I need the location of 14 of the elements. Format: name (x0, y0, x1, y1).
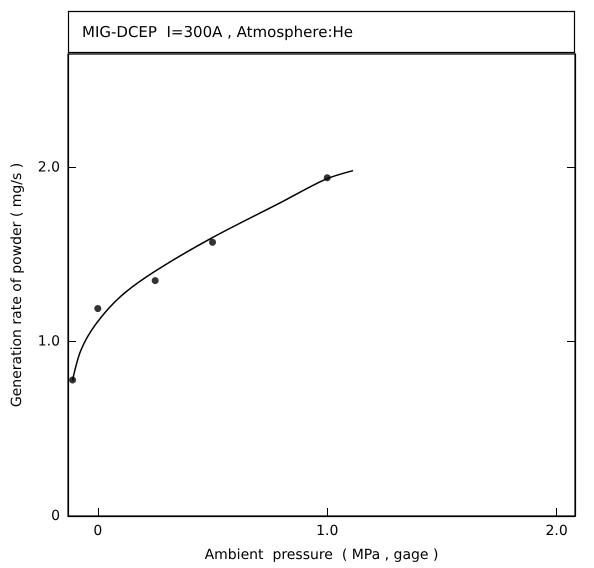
y-tick-label: 2.0 (38, 159, 60, 176)
point (69, 376, 76, 384)
y-axis-title: Generation rate of powder ( mg/s ) (9, 162, 25, 408)
x-tick-label: 2.0 (546, 523, 568, 539)
chart-title: MIG-DCEP I=300A , Atmosphere:He (82, 23, 354, 41)
point (209, 238, 216, 246)
x-axis-title: Ambient pressure ( MPa , gage ) (204, 547, 438, 563)
point (324, 174, 331, 182)
x-tick-label: 1.0 (316, 523, 338, 539)
point (94, 305, 102, 312)
point (152, 277, 159, 284)
y-tick-label: 0 (51, 508, 60, 524)
y-tick-label: 1.0 (38, 334, 60, 350)
x-tick-label: 0 (93, 523, 102, 539)
